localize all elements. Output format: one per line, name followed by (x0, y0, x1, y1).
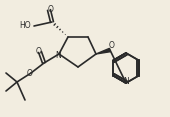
Text: O: O (36, 46, 42, 55)
Text: O: O (48, 5, 54, 15)
Text: O: O (109, 40, 115, 49)
Text: HO: HO (19, 22, 31, 31)
Text: O: O (27, 69, 33, 79)
Polygon shape (96, 48, 111, 54)
Text: N: N (123, 77, 129, 86)
Text: N: N (55, 51, 61, 60)
